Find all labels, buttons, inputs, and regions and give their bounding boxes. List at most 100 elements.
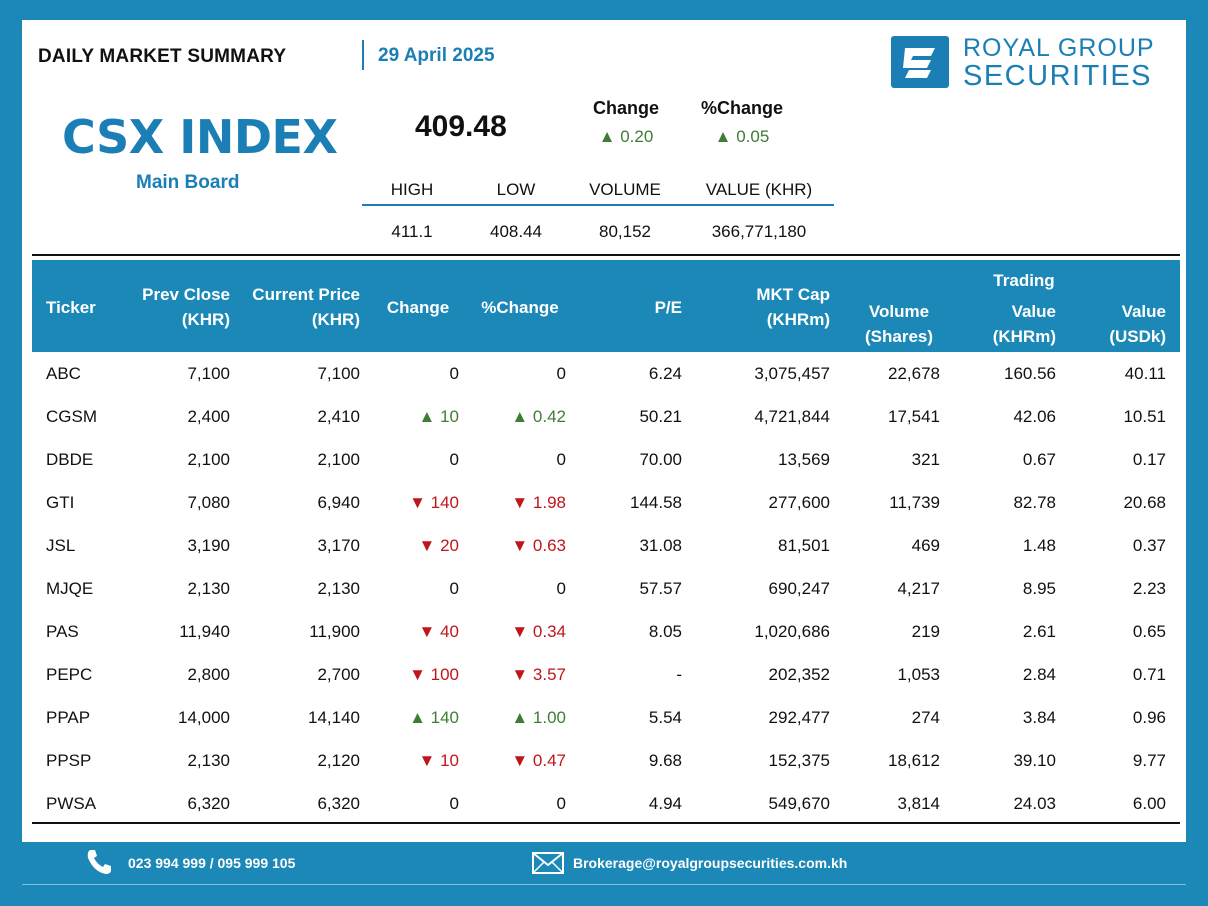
- cell-value-usd: 9.77: [1132, 751, 1166, 770]
- cell-pct-change: ▲ 1.00: [511, 708, 566, 727]
- cell-ticker: PWSA: [46, 794, 97, 813]
- cell-pe: 9.68: [648, 751, 682, 770]
- cell-prev-close: 2,130: [187, 751, 230, 770]
- index-pct-change-label: %Change: [700, 98, 783, 118]
- stat-header-low: LOW: [496, 180, 536, 199]
- col-mkt-cap: MKT Cap (KHRm): [702, 282, 830, 332]
- stat-value-volume: 80,152: [599, 222, 651, 241]
- cell-pct-change: 0: [556, 579, 566, 598]
- cell-value-khr: 3.84: [1022, 708, 1056, 727]
- col-mkt-cap-l2: (KHRm): [766, 310, 830, 329]
- cell-current-price: 2,410: [317, 407, 360, 426]
- footer-email[interactable]: Brokerage@royalgroupsecurities.com.kh: [573, 855, 848, 871]
- index-change-label: Change: [592, 98, 659, 118]
- col-value-khr: Value (KHRm): [962, 299, 1056, 349]
- cell-ticker: GTI: [46, 493, 75, 512]
- table-row: JSL 3,190 3,170 ▼ 20 ▼ 0.63 31.08 81,501 469 1.4…: [32, 526, 1180, 569]
- cell-mkt-cap: 549,670: [768, 794, 830, 813]
- col-current-price-l1: Current Price: [252, 285, 360, 304]
- cell-current-price: 3,170: [317, 536, 360, 555]
- cell-pct-change: ▼ 3.57: [511, 665, 566, 684]
- cell-pct-change: ▼ 0.34: [511, 622, 566, 641]
- cell-value-khr: 2.61: [1022, 622, 1056, 641]
- cell-value-khr: 82.78: [1013, 493, 1056, 512]
- col-volume-l1: Volume: [868, 302, 930, 321]
- cell-value-usd: 40.11: [1124, 364, 1166, 383]
- cell-current-price: 2,120: [317, 751, 360, 770]
- cell-pct-change: ▼ 0.47: [511, 751, 566, 770]
- cell-pe: 144.58: [630, 493, 682, 512]
- stat-header-value: VALUE (KHR): [705, 180, 813, 199]
- cell-prev-close: 2,400: [187, 407, 230, 426]
- cell-pct-change: ▼ 0.63: [511, 536, 566, 555]
- cell-value-khr: 39.10: [1013, 751, 1056, 770]
- cell-pe: -: [676, 665, 682, 684]
- cell-pe: 6.24: [648, 364, 682, 383]
- cell-value-usd: 6.00: [1132, 794, 1166, 813]
- cell-ticker: PEPC: [46, 665, 93, 684]
- cell-mkt-cap: 1,020,686: [754, 622, 830, 641]
- cell-value-khr: 0.67: [1022, 450, 1056, 469]
- cell-current-price: 7,100: [317, 364, 360, 383]
- table-row: PEPC 2,800 2,700 ▼ 100 ▼ 3.57 - 202,352 1,053 2.…: [32, 655, 1180, 698]
- col-volume-l2: (Shares): [864, 327, 934, 346]
- cell-volume: 22,678: [888, 364, 940, 383]
- cell-change: ▼ 140: [409, 493, 459, 512]
- table-row: PPAP 14,000 14,140 ▲ 140 ▲ 1.00 5.54 292,477 27…: [32, 698, 1180, 741]
- stat-value-low: 408.44: [490, 222, 542, 241]
- col-pe: P/E: [654, 298, 682, 317]
- cell-current-price: 6,320: [317, 794, 360, 813]
- cell-value-khr: 8.95: [1022, 579, 1056, 598]
- brand-name: ROYAL GROUP SECURITIES: [963, 36, 1155, 91]
- footer-phone: 023 994 999 / 095 999 105: [128, 855, 296, 871]
- stat-header-high: HIGH: [390, 180, 434, 199]
- cell-pe: 57.57: [639, 579, 682, 598]
- header-divider: [362, 40, 364, 70]
- index-pct-change-value: ▲ 0.05: [714, 127, 770, 146]
- cell-current-price: 2,100: [317, 450, 360, 469]
- cell-value-usd: 0.65: [1132, 622, 1166, 641]
- cell-prev-close: 2,100: [187, 450, 230, 469]
- table-row: PAS 11,940 11,900 ▼ 40 ▼ 0.34 8.05 1,020,686 21…: [32, 612, 1180, 655]
- cell-pe: 31.08: [639, 536, 682, 555]
- col-value-khr-l2: (KHRm): [992, 327, 1056, 346]
- cell-prev-close: 7,080: [187, 493, 230, 512]
- cell-change: ▼ 10: [418, 751, 459, 770]
- cell-value-usd: 10.51: [1123, 407, 1166, 426]
- cell-volume: 3,814: [897, 794, 940, 813]
- col-value-usd-l2: (USDk): [1109, 327, 1166, 346]
- index-change-value: ▲ 0.20: [598, 127, 654, 146]
- cell-pct-change: ▼ 1.98: [511, 493, 566, 512]
- cell-change: 0: [449, 364, 459, 383]
- cell-change: ▼ 20: [418, 536, 459, 555]
- col-value-usd-l1: Value: [1121, 302, 1166, 321]
- col-prev-close: Prev Close (KHR): [102, 282, 230, 332]
- cell-prev-close: 6,320: [187, 794, 230, 813]
- cell-pe: 4.94: [648, 794, 682, 813]
- cell-value-usd: 0.17: [1132, 450, 1166, 469]
- col-trading-group: Trading: [993, 271, 1055, 290]
- summary-card: DAILY MARKET SUMMARY 29 April 2025 ROYAL…: [22, 20, 1186, 842]
- cell-prev-close: 7,100: [187, 364, 230, 383]
- table-body: ABC 7,100 7,100 0 0 6.24 3,075,457 22,678 160.56…: [32, 354, 1180, 827]
- cell-value-usd: 0.71: [1132, 665, 1166, 684]
- footer-divider: [22, 884, 1186, 885]
- table-row: GTI 7,080 6,940 ▼ 140 ▼ 1.98 144.58 277,600 11,…: [32, 483, 1180, 526]
- col-mkt-cap-l1: MKT Cap: [756, 285, 830, 304]
- cell-ticker: ABC: [46, 364, 81, 383]
- report-title: DAILY MARKET SUMMARY: [38, 46, 287, 67]
- cell-volume: 219: [911, 622, 940, 641]
- cell-ticker: PPAP: [46, 708, 91, 727]
- col-volume: Volume (Shares): [852, 299, 946, 349]
- table-row: CGSM 2,400 2,410 ▲ 10 ▲ 0.42 50.21 4,721,844 17…: [32, 397, 1180, 440]
- table-top-rule: [32, 254, 1180, 256]
- cell-change: ▼ 100: [409, 665, 459, 684]
- table-header: Ticker Prev Close (KHR) Current Price (K…: [32, 260, 1180, 352]
- cell-change: ▲ 140: [409, 708, 459, 727]
- phone-icon: [87, 850, 111, 874]
- cell-mkt-cap: 202,352: [768, 665, 830, 684]
- stat-value-high: 411.1: [391, 222, 433, 241]
- cell-mkt-cap: 292,477: [768, 708, 830, 727]
- cell-pct-change: 0: [556, 450, 566, 469]
- cell-pe: 8.05: [648, 622, 682, 641]
